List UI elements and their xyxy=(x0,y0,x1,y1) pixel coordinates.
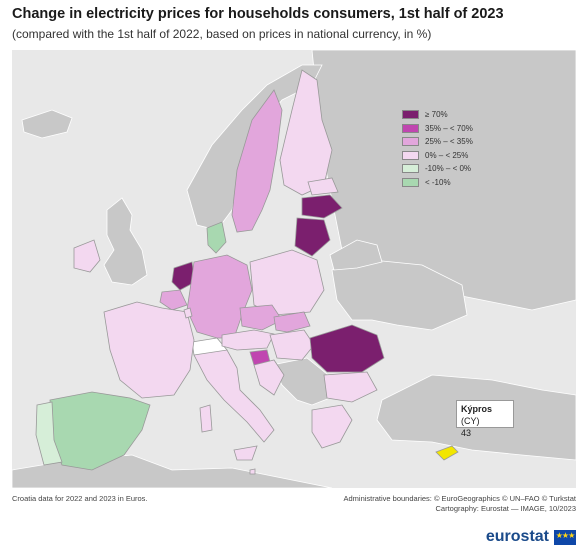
region-ireland xyxy=(73,239,101,273)
region-poland xyxy=(249,249,325,316)
legend-item: ≥ 70% xyxy=(402,108,473,122)
region-belarus xyxy=(329,239,383,271)
region-sweden xyxy=(231,89,283,233)
legend-label: 35% – < 70% xyxy=(425,123,473,133)
region-hungary xyxy=(269,329,315,361)
callout-country-name: Kýpros xyxy=(461,404,493,414)
map-subtitle: (compared with the 1st half of 2022, bas… xyxy=(12,27,432,41)
legend-label: ≥ 70% xyxy=(425,110,448,120)
credit-line: Administrative boundaries: © EuroGeograp… xyxy=(343,494,576,503)
region-latvia xyxy=(301,194,343,219)
legend: ≥ 70% 35% – < 70% 25% – < 35% 0% – < 25%… xyxy=(402,108,473,189)
legend-swatch xyxy=(402,110,419,120)
region-bulgaria xyxy=(323,371,378,403)
map-frame xyxy=(12,50,576,488)
credit-line: Cartography: Eurostat — IMAGE, 10/2023 xyxy=(435,504,577,513)
legend-swatch xyxy=(402,123,419,133)
region-denmark xyxy=(206,221,227,254)
region-austria xyxy=(221,329,275,351)
region-lithuania xyxy=(294,217,331,257)
legend-item: 0% – < 25% xyxy=(402,149,473,163)
region-portugal xyxy=(35,401,63,466)
footnote: Croatia data for 2022 and 2023 in Euros. xyxy=(12,494,148,503)
legend-swatch xyxy=(402,150,419,160)
region-iceland xyxy=(21,109,73,139)
region-slovakia xyxy=(273,311,311,333)
legend-label: < -10% xyxy=(425,177,451,187)
region-france xyxy=(103,301,195,399)
region-netherlands xyxy=(171,261,196,291)
region-sicily xyxy=(233,445,258,461)
legend-swatch xyxy=(402,164,419,174)
legend-swatch xyxy=(402,137,419,147)
europe-map xyxy=(12,50,576,488)
eurostat-logo: eurostat ★★★ xyxy=(486,528,576,546)
callout-value: 43 xyxy=(461,428,472,438)
legend-label: 25% – < 35% xyxy=(425,137,473,147)
region-estonia xyxy=(307,177,339,196)
region-italy xyxy=(193,349,275,443)
region-cyprus xyxy=(435,445,459,461)
flag-stars: ★★★ xyxy=(555,530,576,540)
region-uk xyxy=(103,197,148,286)
logo-text: eurostat xyxy=(485,528,549,545)
region-luxembourg xyxy=(183,307,193,319)
legend-item: 25% – < 35% xyxy=(402,135,473,149)
region-ukraine xyxy=(331,259,468,331)
region-romania xyxy=(309,324,385,373)
legend-item: 35% – < 70% xyxy=(402,122,473,136)
region-czechia xyxy=(239,304,283,331)
map-title: Change in electricity prices for househo… xyxy=(12,6,504,22)
cyprus-callout: Kýpros (CY) 43 xyxy=(456,400,514,438)
legend-label: -10% – < 0% xyxy=(425,164,472,174)
eu-flag-icon: ★★★ xyxy=(554,529,576,545)
region-belgium xyxy=(159,289,188,311)
region-croatia xyxy=(253,359,285,396)
region-greece xyxy=(311,404,353,449)
credits: Administrative boundaries: © EuroGeograp… xyxy=(343,494,576,514)
legend-swatch xyxy=(402,177,419,187)
region-malta xyxy=(249,468,256,475)
legend-item: -10% – < 0% xyxy=(402,162,473,176)
callout-country: Kýpros (CY) xyxy=(461,403,509,427)
region-finland xyxy=(279,69,333,196)
callout-country-code: (CY) xyxy=(461,416,480,426)
region-sardinia xyxy=(199,404,213,433)
legend-label: 0% – < 25% xyxy=(425,150,469,160)
legend-item: < -10% xyxy=(402,176,473,190)
